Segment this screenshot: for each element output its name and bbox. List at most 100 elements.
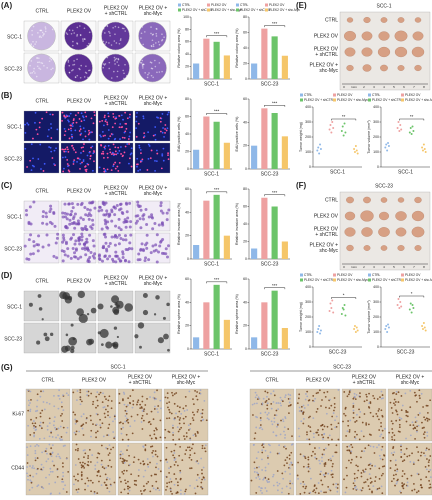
cell	[103, 232, 107, 236]
stain	[192, 434, 195, 437]
tumor-row-label: PLEK2 OV +	[310, 63, 339, 69]
point	[344, 314, 347, 317]
y-tick-label: 80	[185, 27, 189, 31]
colony	[113, 70, 115, 73]
stain	[171, 394, 174, 397]
stain	[381, 492, 384, 495]
stain	[123, 461, 126, 464]
stain	[360, 430, 363, 433]
chart-title: SCC-1	[204, 81, 219, 87]
stain	[350, 461, 352, 464]
nucleus	[123, 136, 126, 139]
significance-bracket	[331, 118, 357, 121]
nucleus	[88, 138, 91, 141]
tumor	[411, 226, 425, 238]
cell	[91, 223, 95, 227]
stain	[143, 489, 145, 492]
sphere	[134, 334, 139, 339]
micrograph	[23, 322, 60, 354]
micrograph	[249, 442, 295, 496]
ruler-label: 4	[383, 85, 385, 89]
cell	[87, 260, 91, 264]
stain	[179, 489, 182, 492]
stain	[356, 465, 359, 468]
stain	[204, 444, 207, 447]
cell	[76, 219, 80, 223]
colony	[108, 42, 110, 44]
stain	[379, 457, 382, 460]
legend-label: PLEK2 OV + shc-Myc	[405, 98, 432, 102]
row-label: SCC-23	[4, 156, 22, 162]
nucleus	[119, 138, 121, 140]
stain	[335, 425, 338, 428]
stain	[276, 481, 279, 484]
cell	[50, 222, 54, 226]
cell	[159, 201, 163, 205]
stain	[60, 436, 63, 438]
legend-swatch	[265, 8, 268, 12]
nucleus	[85, 168, 88, 171]
stain	[120, 428, 123, 430]
stain	[58, 437, 61, 440]
stain	[403, 473, 406, 475]
stain	[267, 478, 270, 481]
stain	[133, 479, 136, 482]
stain	[358, 408, 360, 411]
stain	[272, 473, 275, 476]
stain	[114, 418, 116, 420]
stain	[352, 409, 355, 412]
stain	[396, 470, 399, 472]
y-tick-label: 40	[243, 46, 247, 50]
stain	[141, 400, 144, 403]
colony	[123, 77, 125, 80]
stain	[194, 492, 197, 495]
stain	[173, 463, 176, 466]
stain	[266, 395, 268, 398]
colony	[123, 27, 125, 30]
column-header: PLEK2 OV	[67, 98, 92, 104]
stain	[305, 393, 307, 395]
colony	[76, 74, 79, 77]
stain	[142, 485, 145, 487]
y-tick-label: 100	[305, 150, 311, 154]
nucleus	[102, 150, 104, 153]
stain	[124, 479, 126, 482]
stain	[133, 419, 136, 422]
nucleus	[150, 149, 153, 152]
stain	[172, 454, 175, 457]
stain	[140, 417, 143, 420]
legend-label: PLEK2 OV + shc-Myc	[405, 278, 432, 282]
cell	[66, 254, 70, 258]
stain	[81, 427, 84, 430]
stain	[306, 433, 308, 436]
stain	[350, 443, 353, 446]
cell	[23, 244, 27, 248]
stain	[395, 410, 398, 413]
nucleus	[67, 120, 70, 123]
stain	[285, 485, 288, 488]
stain	[93, 490, 96, 493]
point	[331, 121, 334, 123]
stain	[39, 415, 42, 418]
stain	[45, 447, 48, 450]
colony	[67, 61, 70, 63]
stain	[272, 431, 275, 434]
stain	[266, 481, 269, 484]
cell	[73, 251, 77, 255]
stain	[314, 456, 317, 459]
cell	[61, 259, 65, 263]
stain	[110, 484, 112, 487]
cell	[103, 213, 107, 217]
stain	[125, 405, 128, 408]
cell	[114, 260, 118, 264]
stain	[184, 415, 187, 418]
nucleus	[51, 157, 54, 159]
stain	[83, 456, 85, 459]
bar	[223, 55, 230, 79]
chart-title: SCC-1	[204, 351, 219, 357]
cell	[63, 253, 67, 257]
sphere	[142, 292, 148, 298]
stain	[151, 451, 154, 454]
point	[319, 143, 322, 146]
significance-bracket	[264, 25, 286, 28]
